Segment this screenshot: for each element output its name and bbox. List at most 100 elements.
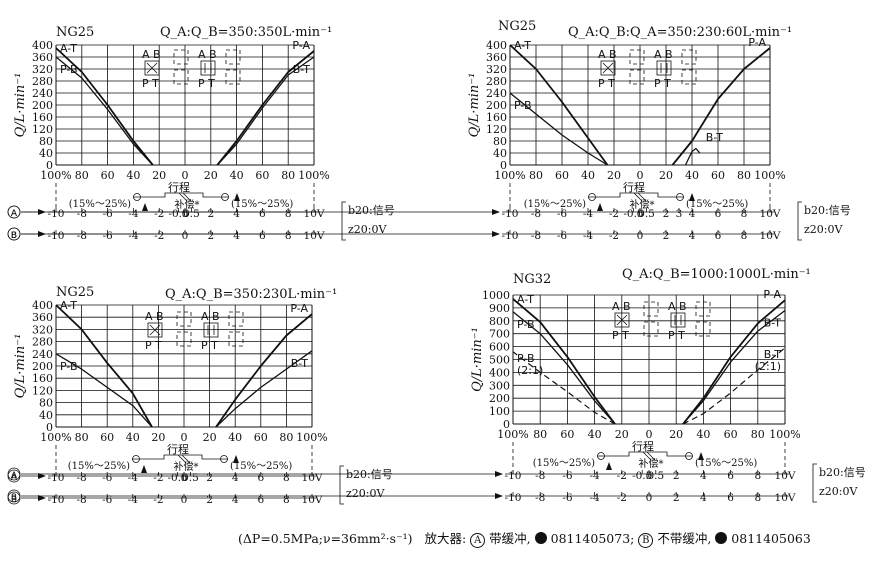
signal-bracket xyxy=(339,465,344,505)
scale-tick-label: 0.5 xyxy=(647,470,664,482)
valve-cross-icon xyxy=(614,312,630,328)
series-label: P-A xyxy=(292,39,310,52)
cross-line xyxy=(602,62,614,74)
y-tick-label: 900 xyxy=(489,302,510,315)
scale-marker-b xyxy=(7,489,21,503)
scale-tick-label: -6 xyxy=(102,472,113,484)
break-mark xyxy=(642,451,652,461)
scale-tick-label: -8 xyxy=(76,494,86,506)
amplifier-label: 放大器: xyxy=(424,531,467,546)
compensation-label: 补偿* xyxy=(639,457,664,470)
series-line-pb21 xyxy=(512,351,616,425)
marker-b: B xyxy=(638,533,654,548)
signal-b-label: z20:0V xyxy=(804,223,843,236)
x-tick-label: 80 xyxy=(75,169,89,182)
valve-symbols: A B P T A B P T xyxy=(598,48,697,90)
stroke-profile xyxy=(588,192,684,198)
scale-tick-label: 4 xyxy=(700,492,707,504)
y-tick-label: 320 xyxy=(486,63,507,76)
flow-ratio-label: Q_A:Q_B:Q_A=350:230:60L·min⁻¹ xyxy=(568,25,792,40)
port-label-top: A B xyxy=(654,48,673,61)
arrow-down-icon xyxy=(142,203,148,211)
series-label-ratio: (2:1) xyxy=(755,360,781,373)
scale-marker-letter: A xyxy=(11,473,18,483)
compensation-marker-right xyxy=(220,455,228,463)
y-tick-label: 300 xyxy=(489,379,510,392)
x-tick-label: 60 xyxy=(711,169,725,182)
scale-tick-label: 8 xyxy=(283,494,290,506)
valve-cross-icon xyxy=(147,322,163,338)
series-label: P-B xyxy=(60,360,78,373)
port-label-bottom: P T xyxy=(201,339,218,352)
series-label: P-B xyxy=(514,99,532,112)
x-tick-label: 100% xyxy=(497,428,528,441)
scale-tick-label: 4 xyxy=(232,472,239,484)
scale-tick-label: -0.5 xyxy=(623,208,643,220)
y-tick-label: 120 xyxy=(32,123,53,136)
signal-b-label: z20:0V xyxy=(348,223,387,236)
scale-tick-label: 8 xyxy=(754,470,761,482)
y-tick-label: 80 xyxy=(493,135,507,148)
series-line-pb xyxy=(55,353,153,428)
scale-tick-label: -2 xyxy=(153,472,163,484)
scale-tick-label: 8 xyxy=(285,230,292,242)
scale-tick-label: 6 xyxy=(259,208,266,220)
series-line-at xyxy=(509,44,609,166)
scale-tick-label: -2 xyxy=(154,208,164,220)
x-tick-label: 60 xyxy=(101,169,115,182)
y-tick-label: 0 xyxy=(46,159,53,172)
y-tick-label: 1000 xyxy=(482,289,510,302)
arrow-up-icon xyxy=(689,193,695,201)
chart-title: NG25 xyxy=(56,285,94,300)
series-line-bt xyxy=(684,147,701,166)
scale-marker-letter: B xyxy=(11,495,17,505)
port-label-top: A B xyxy=(145,310,164,323)
x-tick-label: 0 xyxy=(182,169,189,182)
x-tick-label: 20 xyxy=(151,431,165,444)
port-label-bottom: P T xyxy=(612,329,629,342)
signal-a-label: b20:信号 xyxy=(819,466,866,479)
scale-tick-label: 10V xyxy=(302,494,323,506)
x-tick-label: 20 xyxy=(615,428,629,441)
y-tick-label: 0 xyxy=(46,421,53,434)
series-line-pa xyxy=(215,313,313,428)
valve-parallel-icon xyxy=(200,60,216,76)
scale-tick-label: -6 xyxy=(557,230,568,242)
compensation-label: 补偿* xyxy=(175,198,200,211)
scale-tick-label: 0 xyxy=(182,208,189,220)
valve-closed-icon xyxy=(176,311,192,327)
compensation-label: 补偿* xyxy=(174,460,199,473)
scale-tick-label: -2 xyxy=(153,494,163,506)
series-line-at xyxy=(55,47,154,166)
x-tick-label: 40 xyxy=(581,169,595,182)
scale-tick-label: 0 xyxy=(181,472,188,484)
y-tick-label: 320 xyxy=(32,63,53,76)
chart-panel-4: NG32 Q_A:Q_B=1000:1000L·min⁻¹ Q/L·min⁻¹ 100… xyxy=(7,267,866,504)
chart-panel-2: NG25 Q_A:Q_B:Q_A=350:230:60L·min⁻¹ Q/L·min… xyxy=(7,19,851,242)
x-tick-label: 100% xyxy=(769,428,800,441)
scale-tick-label: 6 xyxy=(727,492,734,504)
y-tick-label: 0 xyxy=(500,159,507,172)
compensation-marker-left xyxy=(597,452,605,460)
x-tick-label: 40 xyxy=(126,169,140,182)
y-tick-label: 360 xyxy=(32,311,53,324)
x-tick-label: 100% xyxy=(494,169,525,182)
scale-tick-label: 8 xyxy=(283,472,290,484)
valve-closed-icon xyxy=(643,321,659,337)
scale-tick-label: 6 xyxy=(257,472,264,484)
scale-tick-label: -6 xyxy=(562,492,573,504)
x-tick-label: 20 xyxy=(152,169,166,182)
scale-tick-label: -6 xyxy=(557,208,568,220)
signal-b-label: z20:0V xyxy=(819,485,858,498)
valve-closed-icon xyxy=(681,69,697,85)
scale-tick-label: -10 xyxy=(48,230,65,242)
scale-marker-letter: B xyxy=(11,493,17,503)
scale-tick-label: 0 xyxy=(637,230,644,242)
signal-a-label: b20:信号 xyxy=(804,204,851,217)
scale-tick-label: -10 xyxy=(48,472,65,484)
arrow-down-icon xyxy=(597,203,603,211)
scale-tick-label: -2 xyxy=(609,208,619,220)
scale-tick-label: 2 xyxy=(207,208,214,220)
y-tick-label: 600 xyxy=(489,341,510,354)
chart-title: NG32 xyxy=(513,272,551,287)
